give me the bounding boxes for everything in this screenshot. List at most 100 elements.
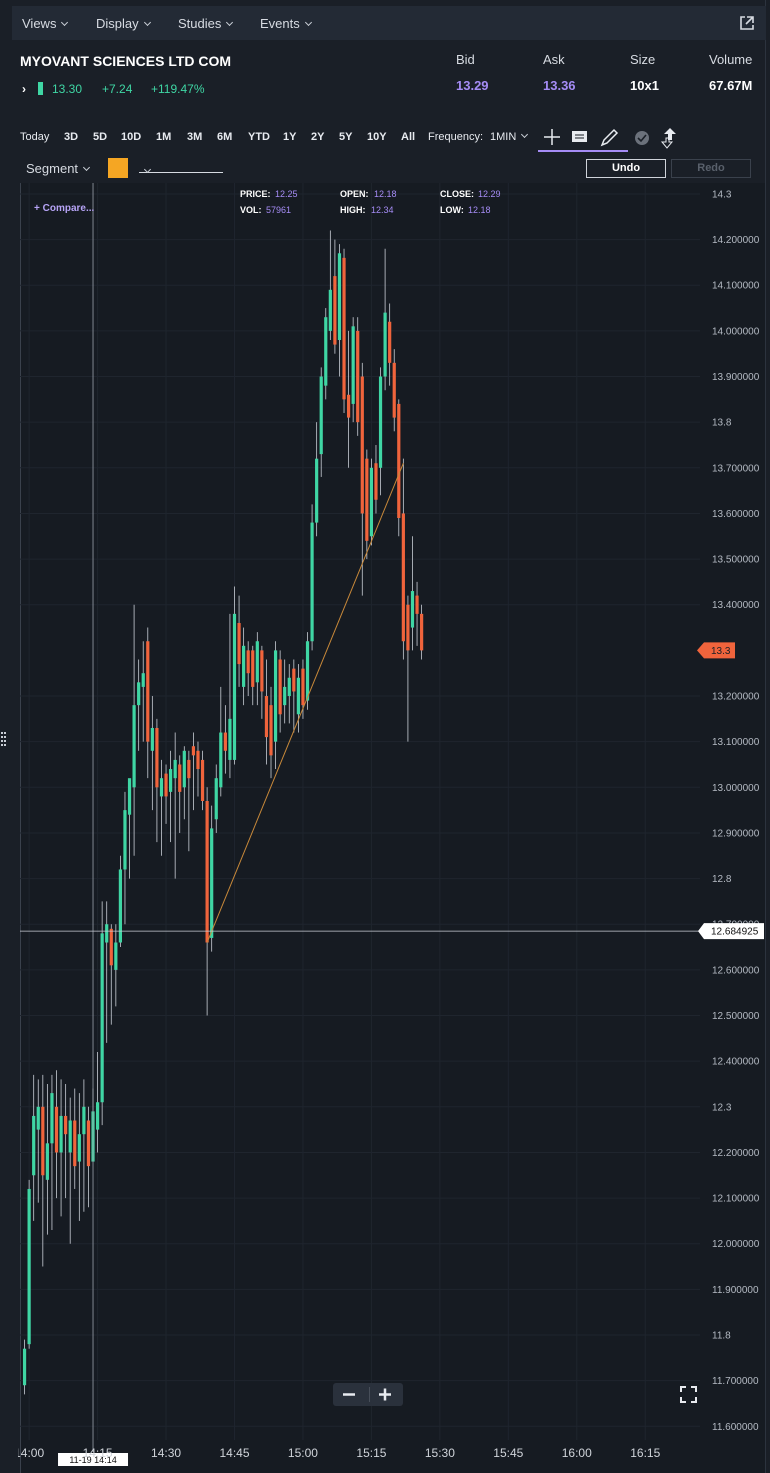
x-tick-label: 15:30: [425, 1446, 455, 1460]
field-value: 13.36: [543, 78, 576, 93]
candle-body: [173, 759, 177, 779]
range-button[interactable]: 3M: [187, 131, 203, 143]
menu-item[interactable]: Studies: [178, 16, 232, 31]
candle-body: [301, 668, 305, 706]
y-tick-label: 13.400000: [712, 600, 760, 611]
candle-body: [310, 522, 314, 642]
candle-body: [86, 1120, 91, 1167]
candle-body: [22, 1348, 27, 1386]
candle-body: [369, 467, 374, 537]
trend-indicator: [38, 82, 43, 95]
candle-body: [41, 1106, 45, 1176]
candle-body: [296, 677, 300, 715]
candle-body: [397, 403, 401, 519]
y-tick-label: 11.8: [712, 1331, 731, 1342]
candle-body: [219, 732, 223, 788]
y-tick-label: 12.000000: [712, 1239, 760, 1250]
range-button[interactable]: 3D: [64, 131, 79, 143]
info-value: 57961: [266, 205, 292, 215]
line-style-select[interactable]: [139, 162, 223, 173]
y-tick-label: 13.100000: [712, 737, 760, 748]
menu-item[interactable]: Events: [260, 16, 311, 31]
range-button[interactable]: 6M: [217, 131, 233, 143]
color-swatch[interactable]: [108, 158, 128, 178]
y-tick-label: 13.900000: [712, 372, 760, 383]
zoom-controls: [333, 1383, 403, 1406]
x-tick-label: 15:15: [356, 1446, 386, 1460]
zoom-icons[interactable]: [333, 1383, 403, 1406]
range-button[interactable]: 10D: [121, 131, 142, 143]
last-price-tag: [697, 642, 735, 659]
candle-body: [82, 1106, 86, 1135]
info-label: VOL:: [240, 205, 262, 215]
frequency-select[interactable]: 1MIN: [490, 131, 527, 143]
candle-body: [118, 869, 123, 943]
info-label: HIGH:: [340, 205, 366, 215]
y-tick-label: 14.200000: [712, 235, 760, 246]
range-button[interactable]: 2Y: [311, 131, 325, 143]
x-axis: 14:00 14:15 14:30 14:45 15:00 15:15 15:30 15:45…: [18, 1446, 661, 1460]
range-button[interactable]: Today: [20, 131, 50, 143]
drag-handle[interactable]: [1, 732, 7, 748]
candle-body: [114, 942, 118, 970]
price-change: +7.24: [102, 82, 133, 96]
candle-body: [155, 727, 159, 788]
candle-body: [45, 1143, 49, 1180]
candle-body: [292, 668, 296, 692]
candle-body: [232, 613, 237, 760]
y-tick-label: 13.000000: [712, 783, 760, 794]
menu-item[interactable]: Display: [96, 16, 150, 31]
range-button[interactable]: 10Y: [367, 131, 387, 143]
x-tick-label: 15:45: [493, 1446, 523, 1460]
crosshair-y-label: 12.684925: [711, 927, 759, 938]
redo-button[interactable]: Redo: [671, 159, 751, 178]
frequency-label: Frequency:: [428, 131, 484, 143]
candle-body: [164, 773, 168, 797]
drawing-tool-select[interactable]: Segment: [26, 161, 89, 176]
x-tick-label: 14:30: [151, 1446, 181, 1460]
fullscreen-icon[interactable]: [679, 1385, 698, 1404]
range-button[interactable]: YTD: [248, 131, 270, 143]
info-value: 12.18: [374, 189, 397, 199]
candle-body: [32, 1115, 36, 1176]
range-button[interactable]: 5Y: [339, 131, 353, 143]
expand-icon[interactable]: ›: [22, 82, 26, 96]
candle-body: [150, 727, 154, 751]
popout-icon[interactable]: [738, 14, 756, 32]
menu-item[interactable]: Views: [22, 16, 67, 31]
undo-button[interactable]: Undo: [586, 159, 666, 178]
security-name: MYOVANT SCIENCES LTD COM: [20, 53, 232, 69]
range-button[interactable]: 5D: [93, 131, 108, 143]
crosshair-x-tag: [58, 1453, 129, 1466]
last-price-label: 13.3: [711, 646, 731, 657]
candle-body: [68, 1120, 72, 1153]
field-label: Size: [630, 52, 656, 67]
range-button[interactable]: All: [401, 131, 416, 143]
range-button[interactable]: 1Y: [283, 131, 297, 143]
tool-icons[interactable]: [538, 126, 688, 156]
y-tick-label: 13.700000: [712, 463, 760, 474]
candle-body: [214, 778, 218, 820]
candle-body: [264, 696, 269, 738]
info-value: 12.18: [468, 205, 491, 215]
x-tick-label: 14:45: [219, 1446, 249, 1460]
info-label: PRICE:: [240, 189, 271, 199]
candle-body: [315, 458, 319, 523]
candle-body: [255, 641, 259, 683]
info-value: 12.34: [371, 205, 394, 215]
info-label: LOW:: [440, 205, 464, 215]
candle-body: [269, 705, 273, 756]
range-button[interactable]: 1M: [156, 131, 172, 143]
candle-body: [210, 828, 214, 938]
candle-body: [346, 394, 351, 418]
y-tick-label: 12.3: [712, 1102, 732, 1113]
compare-button[interactable]: + Compare...: [34, 203, 95, 214]
candle-body: [100, 933, 104, 1103]
candle-body: [191, 746, 196, 756]
candle-body: [182, 750, 186, 788]
candle-body: [401, 513, 405, 642]
candle-body: [178, 764, 182, 792]
candle-body: [169, 769, 173, 792]
